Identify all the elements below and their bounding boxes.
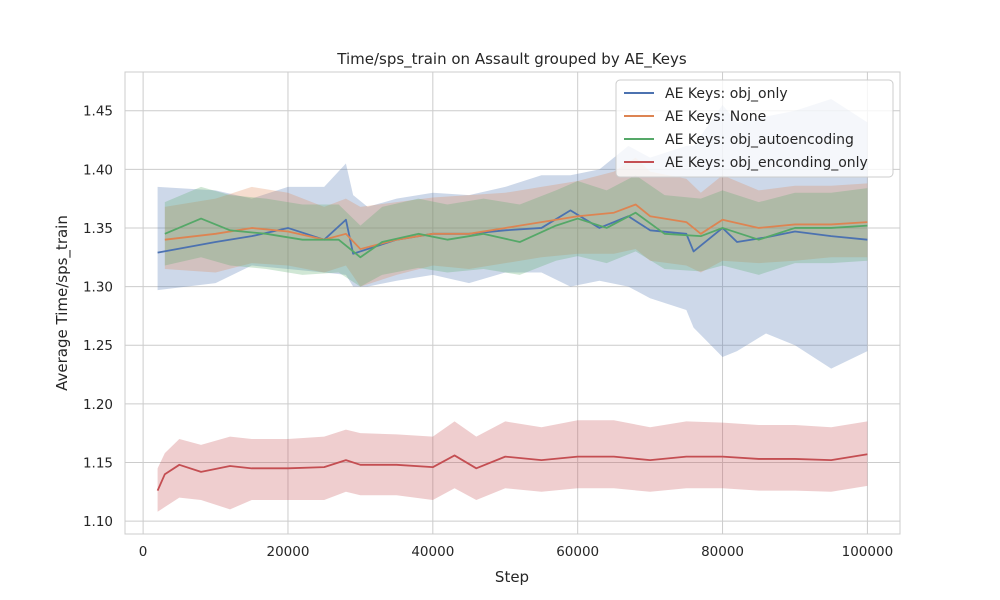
series-lines [156, 203, 868, 491]
chart-title: Time/sps_train on Assault grouped by AE_… [336, 50, 687, 69]
x-tick-label: 80000 [701, 544, 744, 560]
legend-label: AE Keys: obj_only [665, 86, 788, 102]
y-tick-label: 1.45 [83, 104, 113, 120]
x-axis-label: Step [495, 568, 529, 586]
y-tick-label: 1.40 [83, 162, 113, 178]
x-tick-label: 20000 [266, 544, 309, 560]
legend-label: AE Keys: obj_enconding_only [665, 155, 868, 171]
series-line-3 [156, 453, 868, 491]
legend: AE Keys: obj_only AE Keys: None AE Keys: o… [615, 79, 894, 178]
tick-labels: 0 20000 40000 60000 80000 100000 1.10 1.15 1.20 1… [83, 104, 893, 560]
legend-label: AE Keys: None [665, 109, 766, 125]
y-tick-label: 1.15 [83, 455, 113, 471]
x-tick-label: 100000 [842, 544, 894, 560]
y-tick-label: 1.10 [83, 514, 113, 530]
y-tick-label: 1.25 [83, 338, 113, 354]
x-tick-label: 0 [139, 544, 148, 560]
y-tick-label: 1.20 [83, 397, 113, 413]
plot-frame [124, 71, 901, 535]
x-tick-label: 60000 [556, 544, 599, 560]
x-tick-label: 40000 [411, 544, 454, 560]
y-tick-label: 1.35 [83, 221, 113, 237]
series-line-2 [164, 211, 868, 259]
legend-label: AE Keys: obj_autoencoding [665, 132, 854, 148]
confidence-band-3 [157, 420, 868, 512]
y-axis-label: Average Time/sps_train [53, 215, 72, 391]
confidence-band-1 [164, 157, 868, 287]
confidence-band-2 [164, 175, 868, 287]
series-line-1 [164, 203, 868, 250]
y-tick-label: 1.30 [83, 280, 113, 296]
legend-box [615, 79, 894, 178]
